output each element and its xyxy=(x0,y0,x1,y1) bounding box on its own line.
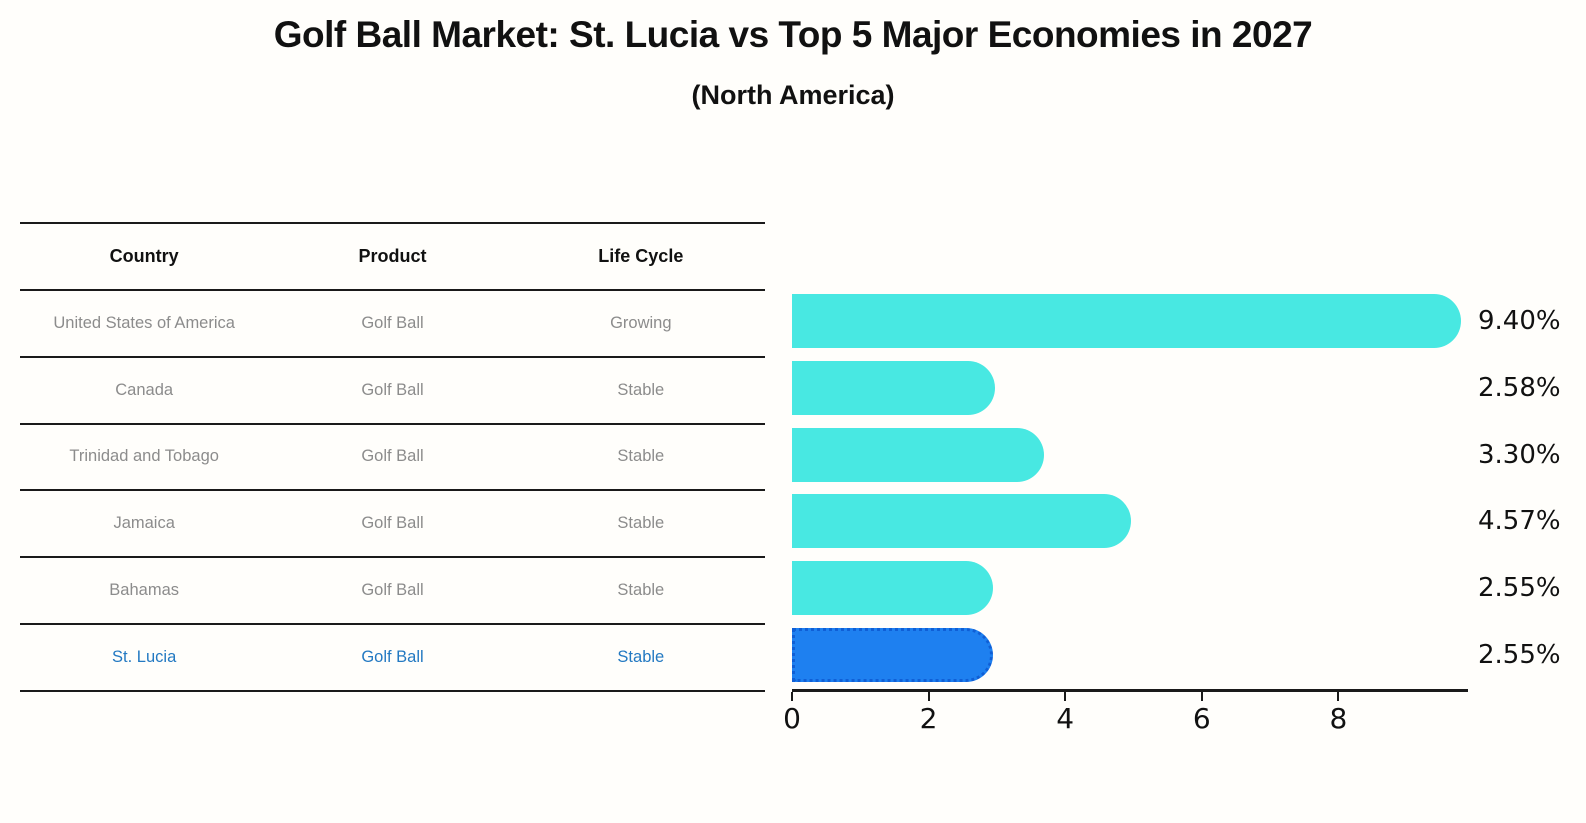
bar-value-label: 3.30% xyxy=(1478,439,1561,470)
bar xyxy=(792,494,1132,549)
lifecycle-cell: Stable xyxy=(617,447,665,466)
x-tick xyxy=(1200,691,1203,701)
bar-value-label: 4.57% xyxy=(1478,506,1561,537)
bar xyxy=(792,561,994,616)
table-row: St. Lucia Golf Ball Stable xyxy=(20,625,765,692)
x-tick xyxy=(1337,691,1340,701)
product-cell: Golf Ball xyxy=(361,581,424,600)
product-cell: Golf Ball xyxy=(361,313,424,332)
x-tick xyxy=(791,691,793,701)
chart-subtitle: (North America) xyxy=(691,80,895,110)
table-row: Canada Golf Ball Stable xyxy=(20,358,765,425)
country-cell: United States of America xyxy=(53,313,235,332)
bar-highlighted xyxy=(792,627,994,682)
lifecycle-cell: Growing xyxy=(610,313,672,332)
column-header-lifecycle: Life Cycle xyxy=(598,246,684,266)
product-cell: Golf Ball xyxy=(361,447,424,466)
x-tick-label: 8 xyxy=(1329,702,1348,735)
x-tick-label: 4 xyxy=(1056,702,1075,735)
x-tick-label: 2 xyxy=(919,702,938,735)
product-cell: Golf Ball xyxy=(361,514,424,533)
table-row: Jamaica Golf Ball Stable xyxy=(20,491,765,559)
x-tick-label: 6 xyxy=(1192,702,1211,735)
x-tick-label: 0 xyxy=(783,702,801,735)
table-row: United States of America Golf Ball Growing xyxy=(20,291,765,358)
lifecycle-cell: Stable xyxy=(617,380,665,399)
country-cell: St. Lucia xyxy=(112,647,177,666)
bar-value-label: 9.40% xyxy=(1478,305,1561,336)
lifecycle-cell: Stable xyxy=(617,647,665,666)
column-header-product: Product xyxy=(358,246,427,266)
x-tick xyxy=(927,691,930,701)
lifecycle-cell: Stable xyxy=(617,581,665,600)
table-row: Bahamas Golf Ball Stable xyxy=(20,558,765,625)
bar-value-label: 2.55% xyxy=(1478,639,1561,670)
country-cell: Trinidad and Tobago xyxy=(69,447,219,466)
product-cell: Golf Ball xyxy=(361,647,424,666)
table-row: Trinidad and Tobago Golf Ball Stable xyxy=(20,425,765,492)
table-body: United States of America Golf Ball Growing… xyxy=(20,291,765,692)
bar xyxy=(792,360,996,415)
bar xyxy=(792,427,1045,482)
country-info-table: Country Product Life Cycle United States… xyxy=(20,222,765,692)
x-tick xyxy=(1064,691,1067,701)
country-cell: Canada xyxy=(115,380,174,399)
bar-value-label: 2.55% xyxy=(1478,573,1561,604)
column-header-country: Country xyxy=(109,246,179,266)
bar-value-label: 2.58% xyxy=(1478,372,1561,403)
country-cell: Jamaica xyxy=(113,514,175,533)
chart-title: Golf Ball Market: St. Lucia vs Top 5 Maj… xyxy=(273,14,1313,55)
country-cell: Bahamas xyxy=(109,581,180,600)
product-cell: Golf Ball xyxy=(361,380,424,399)
x-axis-line xyxy=(792,689,1468,692)
table-header-row: Country Product Life Cycle xyxy=(20,222,765,291)
bar xyxy=(792,293,1462,348)
lifecycle-cell: Stable xyxy=(617,514,665,533)
